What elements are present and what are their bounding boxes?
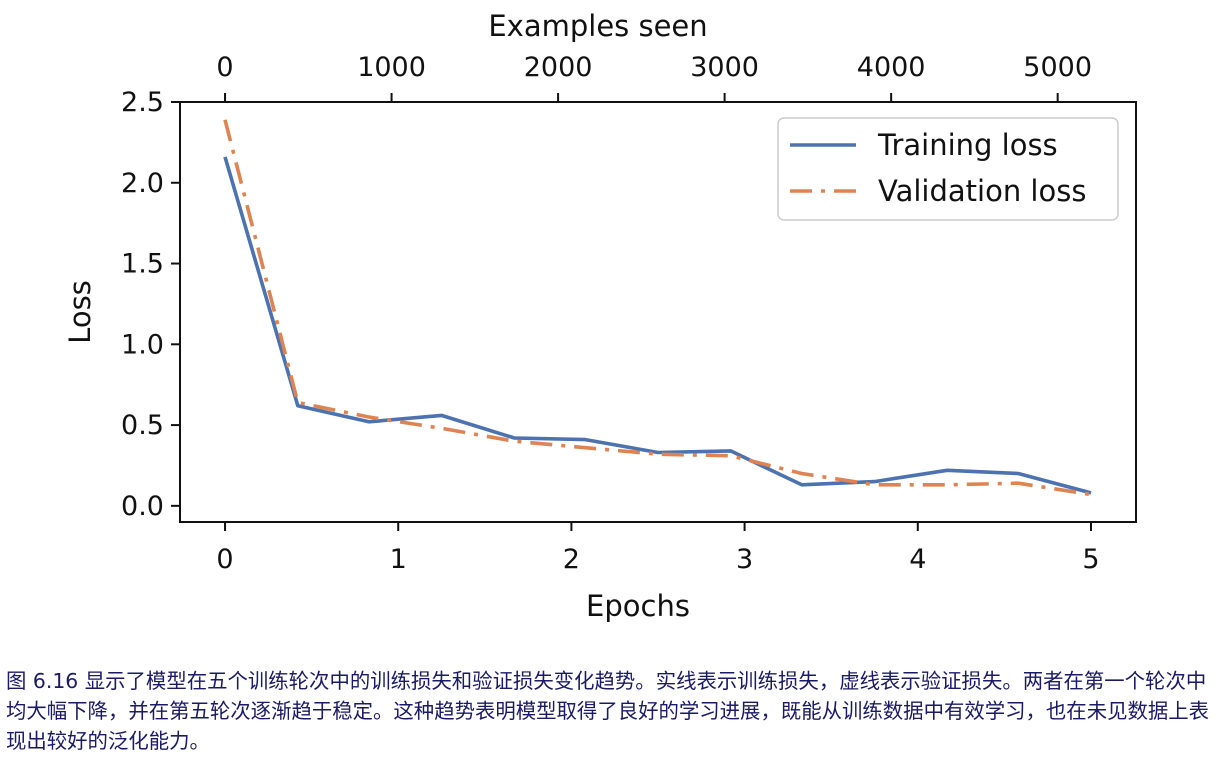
axes-layer: 0 1 2 3 4 5 0.0 0.5 1.0 1.5 2.0 2.5 0 1000 2000 3000 400… (63, 9, 1137, 623)
y-tick-label: 0.0 (121, 491, 164, 522)
legend: Training loss Validation loss (777, 117, 1119, 221)
x-tick-label: 1 (390, 544, 407, 575)
legend-label-training: Training loss (877, 128, 1058, 162)
figure-caption: 图 6.16 显示了模型在五个训练轮次中的训练损失和验证损失变化趋势。实线表示训… (6, 669, 1210, 753)
x2-tick-label: 3000 (690, 52, 759, 83)
x2-axis-label: Examples seen (488, 9, 707, 43)
y-tick-label: 1.5 (121, 249, 164, 280)
x2-tick-label: 1000 (357, 52, 426, 83)
legend-box (777, 117, 1119, 221)
loss-chart: 0 1 2 3 4 5 0.0 0.5 1.0 1.5 2.0 2.5 0 1000 2000 3000 400… (63, 9, 1137, 623)
x-tick-label: 5 (1082, 544, 1099, 575)
x2-tick-label: 5000 (1023, 52, 1092, 83)
plot-frame (179, 101, 1137, 523)
y-axis-label: Loss (63, 280, 97, 344)
x-tick-label: 0 (216, 544, 233, 575)
y-tick-label: 2.5 (121, 87, 164, 118)
x-tick-label: 4 (909, 544, 926, 575)
x2-tick-label: 2000 (524, 52, 593, 83)
series-layer (223, 119, 1092, 497)
y-tick-label: 1.0 (121, 329, 164, 360)
legend-label-validation: Validation loss (878, 174, 1086, 208)
x2-tick-label: 4000 (857, 52, 926, 83)
y-tick-label: 2.0 (121, 168, 164, 199)
series-line-validation (223, 119, 1092, 497)
x-axis-label: Epochs (586, 589, 690, 623)
series-line-training (223, 156, 1092, 495)
x-tick-label: 2 (563, 544, 580, 575)
x-tick-label: 3 (736, 544, 753, 575)
y-tick-label: 0.5 (121, 410, 164, 441)
x2-tick-label: 0 (216, 52, 233, 83)
